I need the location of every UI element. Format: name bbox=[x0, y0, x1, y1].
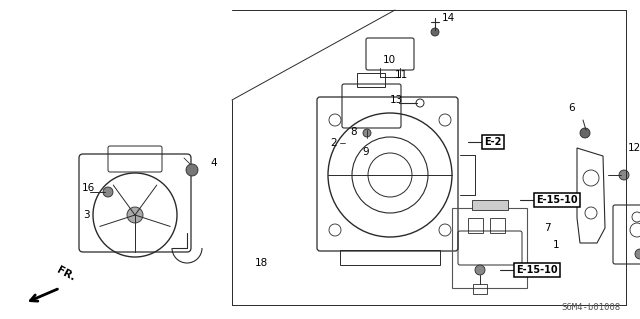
Circle shape bbox=[580, 128, 590, 138]
Circle shape bbox=[127, 207, 143, 223]
Text: E-15-10: E-15-10 bbox=[516, 265, 557, 275]
Circle shape bbox=[475, 265, 485, 275]
Circle shape bbox=[186, 164, 198, 176]
Circle shape bbox=[619, 170, 629, 180]
Text: 16: 16 bbox=[82, 183, 95, 193]
Text: 1: 1 bbox=[553, 240, 559, 250]
Text: 15: 15 bbox=[528, 267, 541, 277]
Text: 9: 9 bbox=[362, 147, 369, 157]
Text: 7: 7 bbox=[544, 223, 550, 233]
Text: 13: 13 bbox=[390, 95, 403, 105]
Circle shape bbox=[103, 187, 113, 197]
Text: S6M4-b01008: S6M4-b01008 bbox=[561, 303, 620, 312]
Text: E-15-10: E-15-10 bbox=[536, 195, 578, 205]
Bar bbox=[490, 218, 505, 233]
Text: 12: 12 bbox=[628, 143, 640, 153]
Text: 18: 18 bbox=[255, 258, 268, 268]
Bar bbox=[473, 284, 487, 294]
Bar bbox=[468, 218, 483, 233]
Bar bbox=[472, 200, 508, 210]
Text: 10: 10 bbox=[383, 55, 396, 65]
Text: 2: 2 bbox=[330, 138, 337, 148]
Text: FR.: FR. bbox=[55, 265, 77, 283]
Text: 14: 14 bbox=[442, 13, 455, 23]
Bar bbox=[452, 208, 527, 288]
Circle shape bbox=[635, 249, 640, 259]
Circle shape bbox=[363, 129, 371, 137]
Text: 11: 11 bbox=[395, 70, 408, 80]
Text: 8: 8 bbox=[350, 127, 356, 137]
Bar bbox=[340, 250, 440, 265]
Text: 3: 3 bbox=[83, 210, 90, 220]
Bar bbox=[357, 73, 385, 87]
Text: 6: 6 bbox=[568, 103, 575, 113]
Circle shape bbox=[431, 28, 439, 36]
Text: E-2: E-2 bbox=[484, 137, 501, 147]
Text: 4: 4 bbox=[210, 158, 216, 168]
